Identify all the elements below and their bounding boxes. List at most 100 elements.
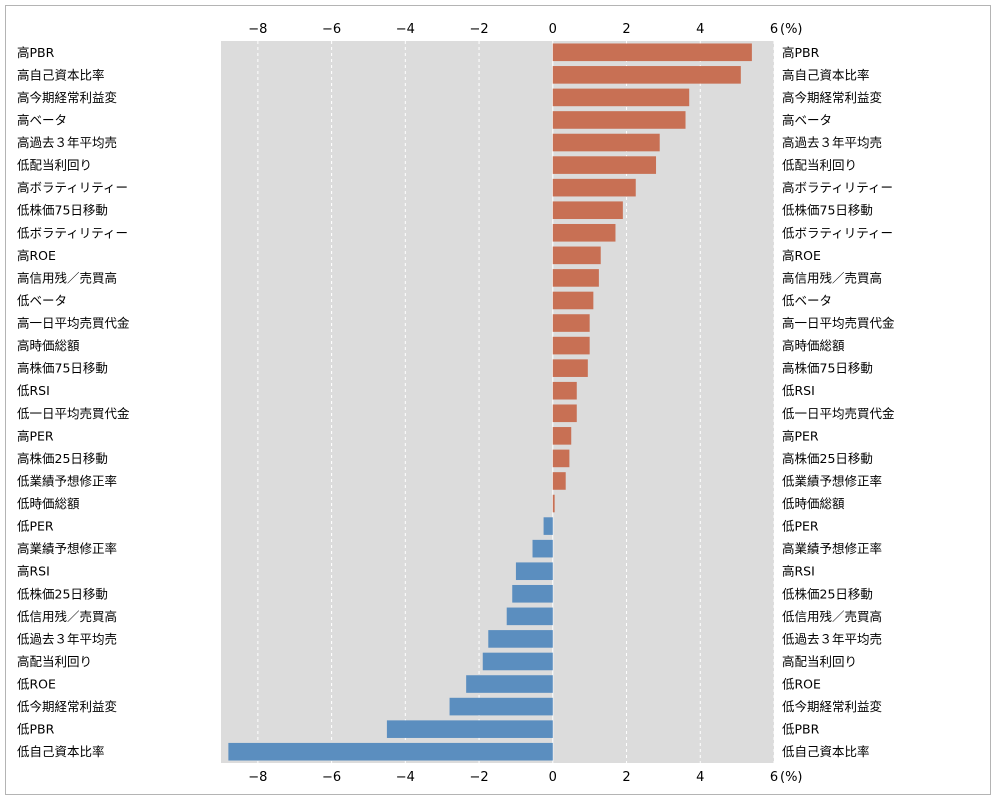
- category-label-left: 高株価75日移動: [17, 361, 108, 376]
- category-label-left: 低信用残／売買高: [17, 609, 117, 624]
- unit-label-top: (%): [780, 22, 803, 37]
- category-label-right: 低信用残／売買高: [782, 609, 882, 624]
- category-label-right: 低一日平均売買代金: [782, 406, 895, 421]
- bar: [552, 336, 590, 355]
- category-label-left: 高過去３年平均売: [17, 135, 117, 150]
- x-tick-label-top: −4: [396, 22, 415, 37]
- category-label-left: 低業績予想修正率: [17, 473, 117, 488]
- bar: [552, 449, 570, 468]
- bar: [488, 630, 553, 648]
- bar: [552, 201, 623, 220]
- bar: [532, 539, 553, 558]
- category-label-left: 低一日平均売買代金: [17, 406, 130, 421]
- category-label-left: 高信用残／売買高: [17, 270, 117, 285]
- category-label-left: 高RSI: [17, 564, 50, 579]
- category-label-left: 高時価総額: [17, 338, 80, 353]
- x-tick-label-bottom: −2: [469, 770, 488, 785]
- category-label-left: 高ボラティリティー: [17, 180, 128, 195]
- category-label-right: 低ROE: [782, 677, 821, 692]
- bar: [552, 156, 657, 174]
- x-tick-label-bottom: −8: [248, 770, 267, 785]
- chart-frame: 高PBR 高PBR 高自己資本比率 高自己資本比率 高今期経常利益変 高今期経常利益変 高ベ…: [5, 5, 991, 795]
- bar: [552, 88, 690, 107]
- category-label-left: 低配当利回り: [17, 158, 92, 173]
- category-label-left: 高PBR: [17, 45, 55, 60]
- bar: [386, 720, 553, 738]
- category-label-right: 低業績予想修正率: [782, 473, 882, 488]
- bar: [552, 269, 599, 287]
- category-label-left: 低ボラティリティー: [17, 225, 128, 240]
- bar: [552, 66, 741, 84]
- bar: [552, 133, 660, 152]
- category-label-right: 低自己資本比率: [782, 744, 870, 759]
- bar: [449, 697, 553, 716]
- category-label-right: 低株価25日移動: [782, 586, 873, 601]
- bar: [512, 584, 553, 603]
- x-tick-label-top: −6: [322, 22, 341, 37]
- x-tick-label-top: 4: [696, 22, 704, 37]
- category-label-right: 高配当利回り: [782, 654, 857, 669]
- category-label-right: 高時価総額: [782, 338, 845, 353]
- category-label-right: 高信用残／売買高: [782, 270, 882, 285]
- category-label-left: 低過去３年平均売: [17, 631, 117, 646]
- bar: [543, 517, 553, 535]
- category-label-left: 低PER: [17, 519, 54, 534]
- category-label-left: 低株価75日移動: [17, 203, 108, 218]
- category-label-left: 高配当利回り: [17, 654, 92, 669]
- category-label-right: 低時価総額: [782, 496, 845, 511]
- category-label-left: 高PER: [17, 428, 54, 443]
- category-label-right: 高自己資本比率: [782, 67, 870, 82]
- bar: [482, 652, 553, 671]
- bar: [466, 675, 553, 693]
- category-label-right: 高ベータ: [782, 112, 832, 127]
- category-label-left: 高ベータ: [17, 112, 67, 127]
- category-label-left: 低自己資本比率: [17, 744, 105, 759]
- x-tick-label-top: 2: [622, 22, 630, 37]
- x-tick-label-top: 6: [770, 22, 778, 37]
- category-label-left: 低ROE: [17, 677, 56, 692]
- bar: [552, 359, 588, 377]
- category-label-right: 低今期経常利益変: [782, 699, 882, 714]
- x-tick-label-bottom: −6: [322, 770, 341, 785]
- bar: [552, 381, 577, 400]
- bar: [552, 427, 572, 445]
- bar: [552, 472, 566, 490]
- category-label-right: 高業績予想修正率: [782, 541, 882, 556]
- bar: [552, 291, 594, 310]
- category-label-right: 高ROE: [782, 248, 821, 263]
- category-label-right: 高PBR: [782, 45, 820, 60]
- x-tick-label-top: −2: [469, 22, 488, 37]
- category-label-left: 高株価25日移動: [17, 451, 108, 466]
- x-tick-label-bottom: 2: [622, 770, 630, 785]
- category-label-right: 低PER: [782, 519, 819, 534]
- category-label-right: 低ベータ: [782, 293, 832, 308]
- category-label-left: 低株価25日移動: [17, 586, 108, 601]
- bar: [552, 43, 752, 62]
- category-label-right: 低過去３年平均売: [782, 631, 882, 646]
- category-label-right: 高RSI: [782, 564, 815, 579]
- x-tick-label-bottom: −4: [396, 770, 415, 785]
- category-label-left: 低時価総額: [17, 496, 80, 511]
- x-tick-label-bottom: 4: [696, 770, 704, 785]
- category-label-right: 低配当利回り: [782, 158, 857, 173]
- category-label-right: 低PBR: [782, 722, 820, 737]
- category-label-left: 高ROE: [17, 248, 56, 263]
- category-label-left: 高一日平均売買代金: [17, 316, 130, 331]
- category-label-left: 高今期経常利益変: [17, 90, 117, 105]
- category-label-left: 低ベータ: [17, 293, 67, 308]
- bar: [552, 404, 577, 423]
- category-label-right: 高株価75日移動: [782, 361, 873, 376]
- bar: [552, 178, 636, 197]
- bar: [515, 562, 553, 581]
- category-label-left: 高業績予想修正率: [17, 541, 117, 556]
- category-label-right: 高株価25日移動: [782, 451, 873, 466]
- bar: [552, 111, 686, 129]
- category-label-right: 低株価75日移動: [782, 203, 873, 218]
- category-label-right: 高過去３年平均売: [782, 135, 882, 150]
- bar: [506, 607, 553, 626]
- category-label-left: 高自己資本比率: [17, 67, 105, 82]
- bar: [552, 314, 590, 332]
- x-tick-label-bottom: 0: [549, 770, 557, 785]
- category-label-right: 低ボラティリティー: [782, 225, 893, 240]
